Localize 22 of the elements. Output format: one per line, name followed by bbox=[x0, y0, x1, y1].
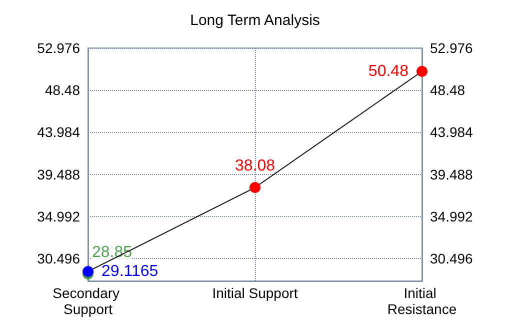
y-tick-label: 39.488 bbox=[37, 166, 80, 182]
x-tick-label: Initial Resistance bbox=[387, 285, 457, 317]
chart-title: Long Term Analysis bbox=[190, 12, 320, 29]
y2-tick-label: 30.496 bbox=[430, 250, 474, 267]
y-tick-label: 43.984 bbox=[37, 124, 80, 140]
y2-tick-label: 43.984 bbox=[430, 124, 474, 140]
y2-tick-label: 39.488 bbox=[430, 166, 474, 182]
y2-tick-label: 48.48 bbox=[430, 82, 466, 98]
y2-tick-label: 34.992 bbox=[430, 208, 474, 224]
point bbox=[416, 66, 428, 77]
point bbox=[82, 266, 94, 277]
data-label: 29.1165 bbox=[102, 262, 158, 280]
x-tick-label: Initial Support bbox=[212, 285, 298, 301]
data-label: 50.48 bbox=[368, 62, 409, 80]
x-tick-label: Secondary Support bbox=[52, 285, 124, 317]
y-tick-label: 48.48 bbox=[44, 82, 80, 98]
y2-tick-label: 52.976 bbox=[430, 40, 474, 56]
y-tick-label: 34.992 bbox=[37, 208, 80, 224]
data-label: 38.08 bbox=[234, 158, 276, 175]
y-tick-label: 52.976 bbox=[37, 40, 80, 56]
y-tick-label: 30.496 bbox=[37, 250, 80, 267]
point bbox=[250, 182, 260, 194]
